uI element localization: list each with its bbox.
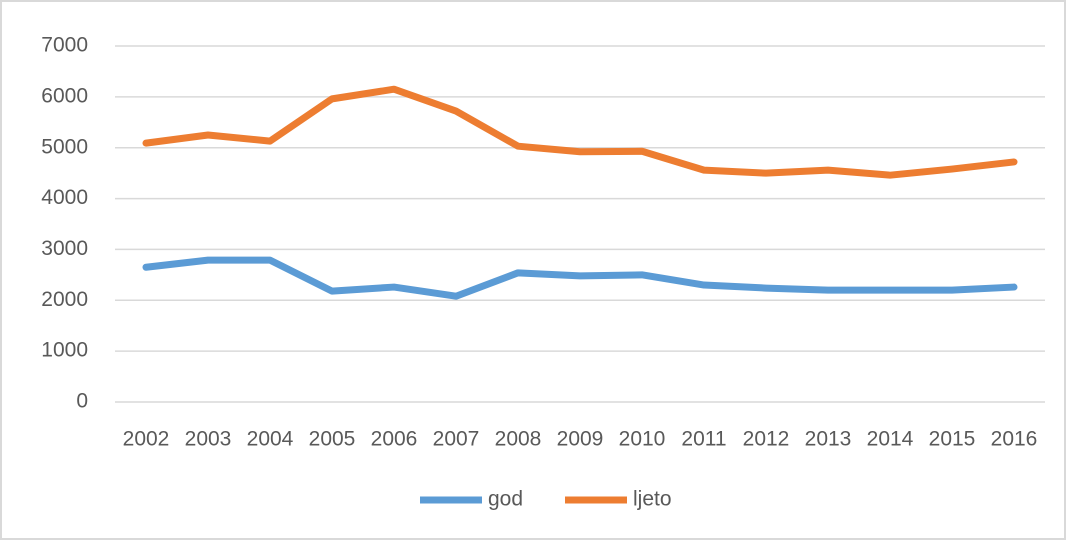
x-tick-label: 2009 xyxy=(557,428,604,451)
line-series xyxy=(142,85,1018,179)
x-tick-label: 2004 xyxy=(247,428,294,451)
x-tick-label: 2008 xyxy=(495,428,542,451)
y-tick-label: 3000 xyxy=(41,237,88,260)
line-series xyxy=(142,256,1018,300)
x-tick-label: 2002 xyxy=(123,428,170,451)
x-tick-label: 2014 xyxy=(867,428,914,451)
y-tick-label: 7000 xyxy=(41,34,88,57)
x-tick-label: 2013 xyxy=(805,428,852,451)
legend-label: god xyxy=(488,488,523,511)
x-tick-label: 2011 xyxy=(681,428,726,451)
x-tick-label: 2007 xyxy=(433,428,480,451)
x-tick-label: 2012 xyxy=(743,428,790,451)
x-tick-label: 2005 xyxy=(309,428,356,451)
x-tick-label: 2003 xyxy=(185,428,232,451)
x-tick-label: 2015 xyxy=(929,428,976,451)
y-tick-label: 5000 xyxy=(41,135,88,158)
y-tick-label: 6000 xyxy=(41,84,88,107)
x-tick-label: 2016 xyxy=(991,428,1038,451)
y-tick-label: 1000 xyxy=(41,339,88,362)
y-tick-label: 2000 xyxy=(41,288,88,311)
y-tick-label: 0 xyxy=(76,390,88,413)
legend-label: ljeto xyxy=(633,488,672,511)
x-tick-label: 2006 xyxy=(371,428,418,451)
x-tick-label: 2010 xyxy=(619,428,666,451)
y-tick-label: 4000 xyxy=(41,186,88,209)
